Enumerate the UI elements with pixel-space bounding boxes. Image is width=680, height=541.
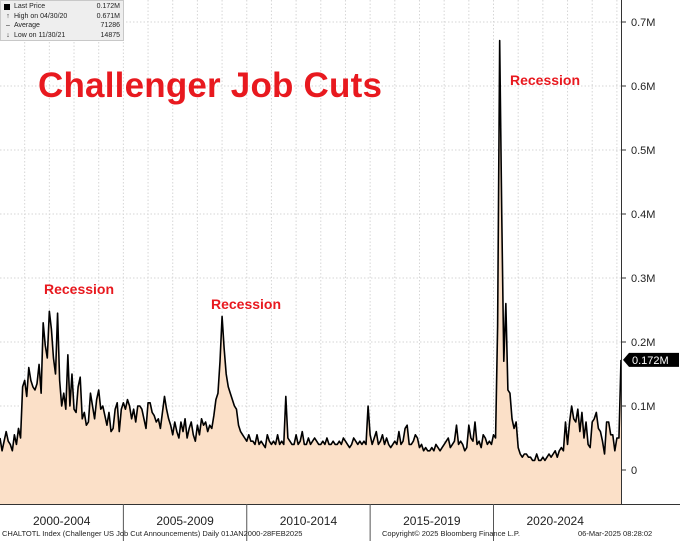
legend-value: 71286: [100, 22, 120, 29]
chart-title: Challenger Job Cuts: [38, 66, 383, 105]
series-line: [0, 39, 622, 462]
y-tick-label: 0.3M: [631, 273, 655, 285]
legend-row-last-price: Last Price 0.172M: [4, 2, 120, 12]
x-tick-label: 2015-2019: [403, 514, 461, 528]
average-dash-icon: –: [6, 22, 10, 29]
legend-row-average: – Average 71286: [4, 21, 120, 31]
legend-value: 14875: [100, 31, 120, 39]
chart-legend: Last Price 0.172M ↑ High on 04/30/20 0.6…: [0, 0, 124, 41]
footer-copyright: Copyright© 2025 Bloomberg Finance L.P.: [382, 529, 520, 538]
legend-label: Low on 11/30/21: [14, 31, 66, 39]
y-tick-label: 0.6M: [631, 81, 655, 93]
legend-label: Last Price: [14, 3, 46, 10]
recession-annotation-2020: Recession: [510, 72, 581, 88]
y-tick-label: 0.4M: [631, 209, 655, 221]
legend-label: Average: [14, 22, 40, 29]
footer-source: CHALTOTL Index (Challenger US Job Cut An…: [2, 529, 303, 538]
legend-row-high: ↑ High on 04/30/20 0.671M: [4, 12, 120, 22]
legend-value: 0.671M: [96, 12, 120, 20]
x-tick-label: 2000-2004: [33, 514, 91, 528]
footer-timestamp: 06-Mar-2025 08:28:02: [578, 529, 653, 538]
last-value-label: 0.172M: [632, 355, 669, 367]
recession-annotation-2001: Recession: [44, 281, 115, 297]
last-price-square-icon: [4, 3, 10, 10]
recession-annotation-2008: Recession: [211, 296, 282, 312]
low-arrow-icon: ↓: [6, 31, 10, 39]
last-value-flag: [623, 352, 679, 367]
y-tick-label: 0.2M: [631, 337, 655, 349]
legend-value: 0.172M: [96, 3, 120, 10]
x-tick-label: 2010-2014: [280, 514, 338, 528]
y-tick-label: 0.5M: [631, 145, 655, 157]
series-area: [0, 40, 621, 505]
y-tick-label: 0.7M: [631, 17, 655, 29]
legend-label: High on 04/30/20: [14, 12, 68, 20]
y-tick-label: 0: [631, 465, 637, 477]
x-tick-label: 2020-2024: [527, 514, 585, 528]
x-tick-label: 2005-2009: [156, 514, 214, 528]
high-arrow-icon: ↑: [6, 12, 10, 20]
y-tick-label: 0.1M: [631, 401, 655, 413]
legend-row-low: ↓ Low on 11/30/21 14875: [4, 31, 120, 41]
